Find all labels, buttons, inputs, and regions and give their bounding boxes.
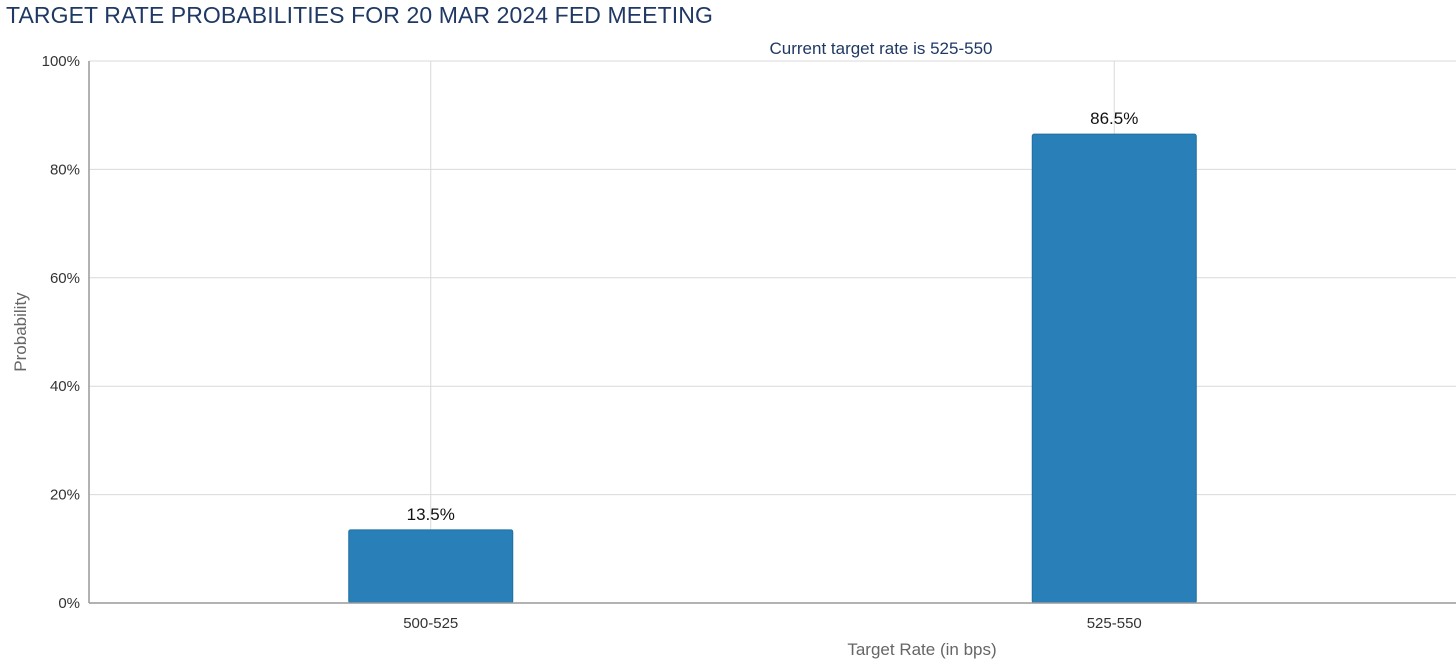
tick-labels: 0% 20% 40% 60% 80% 100% 13.5% 500-525 86.5% 525-5…	[42, 53, 1142, 632]
x-axis-title: Target Rate (in bps)	[847, 640, 996, 659]
x-tick-label: 500-525	[403, 615, 458, 632]
bar-500-525[interactable]	[348, 529, 514, 604]
axes	[88, 61, 1456, 604]
y-tick-label: 40%	[50, 378, 80, 395]
bar-525-550[interactable]	[1031, 133, 1197, 604]
bar-data-label: 13.5%	[407, 505, 455, 524]
x-tick-label: 525-550	[1087, 615, 1142, 632]
y-tick-label: 20%	[50, 487, 80, 504]
y-tick-label: 60%	[50, 270, 80, 287]
bar-data-label: 86.5%	[1090, 109, 1138, 128]
grid-lines	[89, 60, 1456, 603]
bars	[348, 133, 1197, 604]
chart-subtitle: Current target rate is 525-550	[769, 39, 992, 58]
chart-title: TARGET RATE PROBABILITIES FOR 20 MAR 202…	[6, 2, 713, 28]
y-tick-label: 80%	[50, 161, 80, 178]
y-axis-title: Probability	[11, 292, 30, 372]
y-tick-label: 0%	[58, 595, 80, 612]
y-tick-label: 100%	[42, 53, 80, 70]
